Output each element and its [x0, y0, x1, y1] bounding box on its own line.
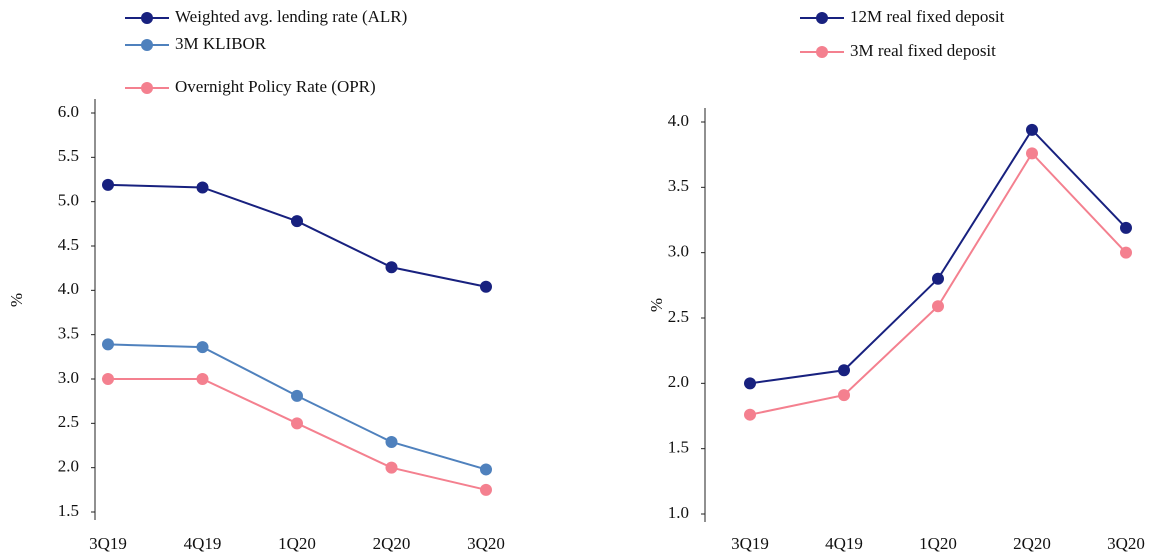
x-tick-label: 1Q20: [278, 534, 316, 553]
data-point: [102, 373, 114, 385]
y-axis-label: %: [647, 298, 666, 312]
y-tick-label: 3.0: [668, 242, 689, 261]
x-tick-label: 1Q20: [919, 534, 957, 553]
y-tick-label: 3.0: [58, 368, 79, 387]
data-point: [291, 215, 303, 228]
x-tick-label: 3Q20: [1107, 534, 1145, 553]
data-point: [744, 408, 756, 421]
legend-label: 12M real fixed deposit: [850, 7, 1005, 26]
y-axis-label: %: [7, 293, 26, 307]
y-tick-label: 2.5: [58, 412, 79, 431]
x-tick-label: 4Q19: [184, 534, 222, 553]
series-line: [107, 183, 487, 288]
y-tick-label: 4.5: [58, 235, 79, 254]
legend-marker: [816, 12, 828, 24]
data-point: [196, 341, 209, 354]
y-tick-label: 2.0: [58, 457, 79, 476]
legend-marker: [141, 39, 153, 51]
y-tick-label: 3.5: [58, 324, 79, 343]
data-point: [102, 178, 114, 191]
y-tick-label: 2.5: [668, 307, 689, 326]
y-tick-label: 3.5: [668, 176, 689, 195]
legend-label: Overnight Policy Rate (OPR): [175, 77, 376, 96]
series-line: [107, 343, 487, 471]
data-point: [291, 389, 303, 402]
data-point: [196, 373, 209, 385]
legend-label: 3M real fixed deposit: [850, 41, 996, 60]
data-point: [1120, 246, 1132, 259]
y-tick-label: 1.0: [668, 503, 689, 522]
y-tick-label: 2.0: [668, 372, 689, 391]
data-point: [385, 461, 398, 474]
data-point: [102, 338, 114, 351]
y-tick-label: 4.0: [668, 111, 689, 130]
data-point: [480, 483, 492, 496]
data-point: [385, 261, 398, 274]
data-point: [196, 181, 209, 194]
y-tick-label: 1.5: [668, 438, 689, 457]
data-point: [744, 377, 756, 390]
data-point: [932, 300, 944, 313]
y-tick-label: 6.0: [58, 102, 79, 121]
y-tick-label: 5.5: [58, 146, 79, 165]
data-point: [1120, 221, 1132, 234]
x-tick-label: 2Q20: [373, 534, 411, 553]
y-tick-label: 1.5: [58, 501, 79, 520]
x-tick-label: 2Q20: [1013, 534, 1051, 553]
legend-marker: [816, 46, 828, 58]
legend-marker: [141, 12, 153, 24]
data-point: [1026, 147, 1038, 160]
data-point: [480, 280, 492, 293]
data-point: [932, 272, 944, 285]
x-tick-label: 3Q19: [89, 534, 127, 553]
y-tick-label: 5.0: [58, 191, 79, 210]
legend-label: 3M KLIBOR: [175, 34, 267, 53]
x-tick-label: 3Q19: [731, 534, 769, 553]
legend-marker: [141, 82, 153, 94]
x-tick-label: 3Q20: [467, 534, 505, 553]
data-point: [480, 463, 492, 476]
legend-label: Weighted avg. lending rate (ALR): [175, 7, 407, 26]
data-point: [385, 435, 398, 448]
data-point: [291, 417, 303, 430]
data-point: [838, 364, 850, 377]
data-point: [1026, 123, 1038, 136]
x-tick-label: 4Q19: [825, 534, 863, 553]
data-point: [838, 389, 850, 402]
y-tick-label: 4.0: [58, 279, 79, 298]
series-line: [749, 128, 1127, 385]
